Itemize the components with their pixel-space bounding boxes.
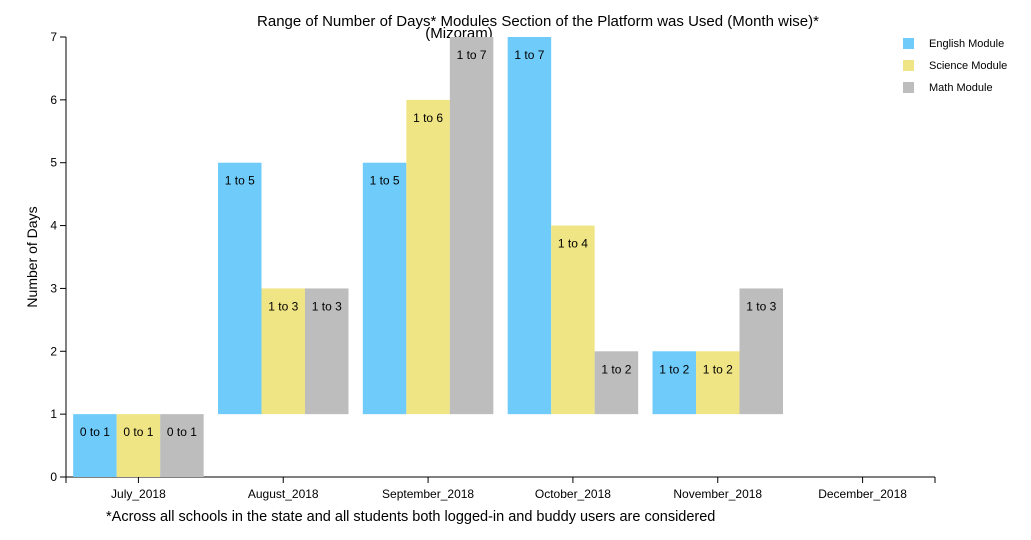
bar-label: 1 to 2 <box>601 362 631 376</box>
bar <box>449 37 494 415</box>
bars: 0 to 1 1 to 5 1 to 5 1 to 7 1 to 2 0 to 1 1 to… <box>73 37 783 477</box>
bar <box>305 288 349 415</box>
bar <box>160 414 204 477</box>
bar-label: 1 to 3 <box>312 299 342 313</box>
footnote: *Across all schools in the state and all… <box>106 509 715 525</box>
bar <box>551 225 595 415</box>
y-tick-label: 0 <box>50 470 57 484</box>
bar <box>696 351 740 415</box>
bar-label: 1 to 2 <box>703 362 733 376</box>
legend-label: Science Module <box>929 60 1007 72</box>
legend-swatch <box>903 60 914 71</box>
bar <box>507 37 552 415</box>
legend-swatch <box>903 38 914 49</box>
legend: English Module Science Module Math Module <box>903 38 1007 94</box>
bar <box>406 99 450 415</box>
bar <box>73 414 117 477</box>
bar-label: 1 to 4 <box>558 237 588 251</box>
legend-label: Math Module <box>929 82 993 94</box>
y-axis: 0 1 2 3 4 5 6 7 <box>50 30 67 484</box>
bar-label: 1 to 3 <box>746 299 776 313</box>
y-tick-label: 4 <box>50 219 57 233</box>
y-tick-label: 3 <box>50 281 57 295</box>
bar-label: 1 to 5 <box>225 174 255 188</box>
bar-label: 1 to 2 <box>659 362 689 376</box>
legend-swatch <box>903 82 914 93</box>
bar-label: 0 to 1 <box>80 425 110 439</box>
y-tick-label: 7 <box>50 30 57 44</box>
bar <box>739 288 783 415</box>
bar-label: 1 to 7 <box>514 48 544 62</box>
bar-label: 1 to 3 <box>268 299 298 313</box>
bar <box>594 351 639 415</box>
bar <box>218 162 262 415</box>
x-tick-label: December_2018 <box>818 487 907 501</box>
x-tick-label: August_2018 <box>248 487 319 501</box>
y-tick-label: 5 <box>50 156 57 170</box>
x-tick-label: September_2018 <box>382 487 474 501</box>
x-tick-label: November_2018 <box>673 487 762 501</box>
x-tick-label: October_2018 <box>535 487 611 501</box>
x-axis: July_2018 August_2018 September_2018 Octobe… <box>66 476 936 501</box>
bar-label: 1 to 7 <box>457 48 487 62</box>
x-tick-label: July_2018 <box>111 487 166 501</box>
y-tick-label: 1 <box>50 407 57 421</box>
legend-label: English Module <box>929 38 1004 50</box>
y-tick-label: 2 <box>50 344 57 358</box>
y-tick-label: 6 <box>50 93 57 107</box>
bar-label: 1 to 6 <box>413 111 443 125</box>
bar <box>652 351 696 415</box>
bar <box>261 288 305 415</box>
bar-label: 0 to 1 <box>167 425 197 439</box>
bar-label: 0 to 1 <box>123 425 153 439</box>
chart-title: Range of Number of Days* Modules Section… <box>257 13 819 30</box>
y-axis-label: Number of Days <box>24 206 40 307</box>
bar <box>362 162 407 415</box>
bar <box>116 414 161 477</box>
bar-label: 1 to 5 <box>370 174 400 188</box>
